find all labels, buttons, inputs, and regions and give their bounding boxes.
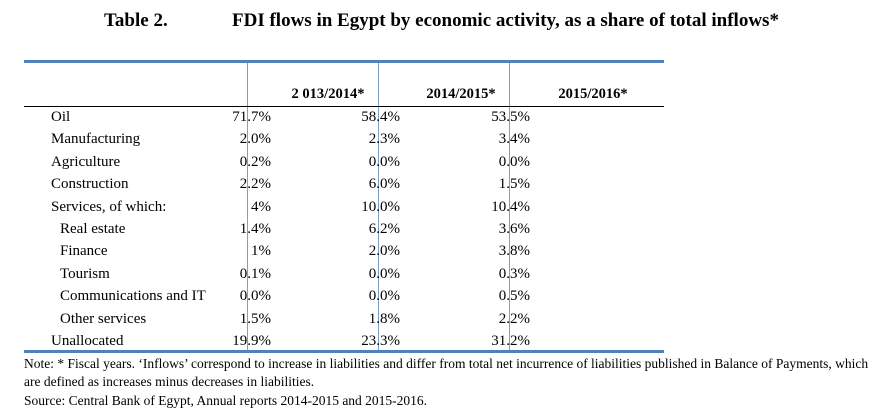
table-bottom-rule: [24, 350, 664, 353]
table-row: Unallocated 19.9% 23.3% 31.2%: [24, 330, 664, 352]
column-header: 2015/2016*: [558, 86, 628, 102]
table-cell: 2.0%: [368, 243, 400, 260]
row-label: Finance: [60, 243, 108, 260]
table-number: Table 2.: [104, 10, 168, 31]
table-cell: 0.1%: [239, 265, 271, 282]
row-label: Unallocated: [51, 332, 124, 349]
row-label: Agriculture: [51, 153, 121, 170]
table-cell: 31.2%: [491, 332, 530, 349]
table-cell: 2.3%: [368, 131, 400, 148]
table-cell: 0.5%: [498, 288, 530, 305]
table-row: Agriculture 0.2% 0.0% 0.0%: [24, 151, 664, 173]
table-cell: 0.0%: [368, 288, 400, 305]
column-divider: [509, 63, 510, 350]
table-cell: 10.0%: [361, 198, 400, 215]
table-cell: 2.2%: [239, 176, 271, 193]
table-row: Other services 1.5% 1.8% 2.2%: [24, 308, 664, 330]
table-cell: 6.0%: [368, 176, 400, 193]
table-top-rule: [24, 60, 664, 63]
column-divider: [247, 63, 248, 350]
table-row: Communications and IT 0.0% 0.0% 0.5%: [24, 285, 664, 307]
table-row: Manufacturing 2.0% 2.3% 3.4%: [24, 128, 664, 150]
column-header: 2014/2015*: [426, 86, 496, 102]
table-cell: 71.7%: [232, 109, 271, 125]
row-label: Communications and IT: [60, 288, 206, 305]
table-cell: 1.5%: [239, 310, 271, 327]
table-caption: Table 2. FDI flows in Egypt by economic …: [0, 10, 878, 40]
table-row: Construction 2.2% 6.0% 1.5%: [24, 173, 664, 195]
table-cell: 3.6%: [498, 220, 530, 237]
row-label: Construction: [51, 176, 129, 193]
table-cell: 2.0%: [239, 131, 271, 148]
table-cell: 0.0%: [498, 153, 530, 170]
table-cell: 53.5%: [491, 109, 530, 125]
table-body: Oil 71.7% 58.4% 53.5% Manufacturing 2.0% 2.3% 3…: [24, 106, 664, 352]
row-label: Oil: [51, 109, 71, 125]
table-cell: 1.8%: [368, 310, 400, 327]
table-cell: 3.8%: [498, 243, 530, 260]
table-cell: 0.2%: [239, 153, 271, 170]
row-label: Services, of which:: [51, 198, 167, 215]
table-row: Real estate 1.4% 6.2% 3.6%: [24, 218, 664, 240]
table-row: Finance 1% 2.0% 3.8%: [24, 240, 664, 262]
table-note: Note: * Fiscal years. ‘Inflows’ correspo…: [24, 356, 869, 389]
table-cell: 19.9%: [232, 332, 271, 349]
row-label: Tourism: [60, 265, 110, 282]
table-cell: 0.0%: [239, 288, 271, 305]
column-header: 2 013/2014*: [291, 86, 365, 102]
table-cell: 0.0%: [368, 153, 400, 170]
table-cell: 0.0%: [368, 265, 400, 282]
table-cell: 4%: [251, 198, 271, 215]
table-cell: 0.3%: [498, 265, 530, 282]
row-label: Real estate: [60, 220, 126, 237]
table-row: Oil 71.7% 58.4% 53.5%: [24, 106, 664, 128]
table-row: Tourism 0.1% 0.0% 0.3%: [24, 263, 664, 285]
table-row: Services, of which: 4% 10.0% 10.4%: [24, 196, 664, 218]
row-label: Other services: [60, 310, 147, 327]
column-divider: [378, 63, 379, 350]
table-header-row: 2 013/2014* 2014/2015* 2015/2016*: [24, 84, 664, 107]
table-cell: 1%: [251, 243, 271, 260]
table-cell: 58.4%: [361, 109, 400, 125]
table-cell: 1.4%: [239, 220, 271, 237]
row-label: Manufacturing: [51, 131, 141, 148]
table-source: Source: Central Bank of Egypt, Annual re…: [24, 393, 428, 408]
table-cell: 23.3%: [361, 332, 400, 349]
table-cell: 3.4%: [498, 131, 530, 148]
table-title: FDI flows in Egypt by economic activity,…: [232, 10, 779, 31]
table-cell: 2.2%: [498, 310, 530, 327]
table-cell: 10.4%: [491, 198, 530, 215]
table-cell: 6.2%: [368, 220, 400, 237]
table-cell: 1.5%: [498, 176, 530, 193]
